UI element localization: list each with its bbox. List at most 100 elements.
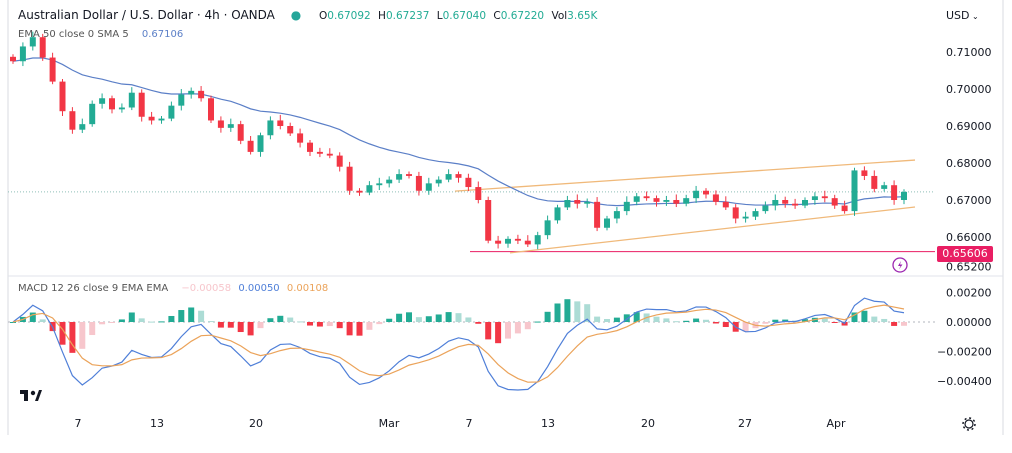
macd-signal-value: 0.00108 [286,283,329,294]
candle-body [554,207,561,221]
candle-body [584,201,591,204]
vol-value: 3.65K [567,10,598,22]
macd-histogram-bar [326,322,333,327]
currency-selector[interactable]: USD ⌄ [946,9,979,22]
candle-body [505,238,511,244]
candle-body [247,140,254,152]
macd-histogram-bar [316,322,323,327]
macd-histogram-bar [455,313,462,322]
macd-histogram-bar [178,310,185,322]
macd-histogram-bar [673,321,680,323]
macd-axis-label: −0.00400 [937,375,992,388]
macd-histogram-bar [287,317,294,322]
macd-histogram-bar [267,318,274,322]
candle-body [613,211,620,219]
candle-body [732,207,739,219]
macd-histogram-bar [623,314,630,322]
candle-body [435,179,442,184]
close-value: 0.67220 [500,10,545,22]
macd-histogram-bar [346,322,353,336]
candle-body [811,196,818,200]
macd-histogram-bar [435,314,442,322]
candle-body [841,205,848,212]
macd-histogram-bar [524,322,531,330]
signal-line [12,304,905,383]
candle-body [475,187,482,200]
macd-histogram-bar [851,312,858,322]
symbol-title[interactable]: Australian Dollar / U.S. Dollar · 4h · O… [18,8,275,22]
candle-body [851,170,858,212]
macd-legend[interactable]: MACD 12 26 close 9 EMA EMA −0.00058 0.00… [18,283,332,294]
candle-body [752,211,759,217]
candle-body [861,170,868,176]
symbol-legend: Australian Dollar / U.S. Dollar · 4h · O… [18,8,605,22]
tradingview-logo [20,390,42,401]
macd-histogram-bar [683,320,690,322]
candle-body [544,220,551,236]
candle-body [158,118,165,121]
macd-histogram-bar [425,316,432,322]
candle-body [871,175,878,189]
candle-body [683,198,690,204]
macd-histogram-bar [722,322,729,328]
macd-histogram-bar [356,322,363,336]
macd-histogram-bar [802,319,808,322]
lightning-icon[interactable] [892,257,908,273]
candle-body [237,124,244,141]
candle-body [10,56,16,62]
macd-histogram-bar [148,321,155,323]
candle-body [663,200,670,202]
candle-body [346,166,353,191]
candle-body [703,190,709,195]
candle-body [227,124,234,128]
channel-lower-line[interactable] [509,206,916,254]
macd-histogram-bar [564,299,571,322]
candle-body [376,183,383,186]
candle-body [257,135,264,152]
candle-body [673,200,680,204]
candle-body [366,185,373,193]
ema-legend[interactable]: EMA 50 close 0 SMA 5 0.67106 [18,29,187,40]
candle-body [712,194,719,202]
macd-histogram-bar [406,312,412,322]
close-label: C [493,10,501,22]
candle-body [267,120,274,136]
macd-histogram-bar [554,303,561,322]
candle-body [89,103,96,125]
macd-histogram-bar [415,317,422,322]
macd-histogram-bar [109,322,115,323]
candle-body [19,46,26,62]
channel-upper-line[interactable] [454,159,916,192]
candle-body [49,57,56,82]
macd-histogram-bar [891,322,898,326]
candle-body [465,177,472,188]
macd-histogram-bar [29,312,36,322]
time-axis-label: Mar [379,417,400,430]
candles [10,31,907,250]
candle-body [99,98,106,104]
macd-histogram-bar [465,317,472,322]
candle-body [445,174,452,180]
macd-pane [10,297,907,391]
candle-body [792,203,799,206]
settings-gear-icon[interactable] [962,417,976,431]
candle-body [79,124,86,130]
time-axis-label: Apr [826,417,846,430]
high-label: H [378,10,386,22]
price-axis-label: 0.66000 [946,231,992,244]
candle-body [901,191,907,200]
macd-histogram-bar [386,318,393,322]
macd-histogram-bar [277,315,284,322]
candle-body [138,92,145,117]
candle-body [287,126,294,134]
candle-body [198,90,205,99]
macd-histogram-bar [821,318,828,322]
macd-histogram-bar [59,322,66,345]
candle-body [495,240,502,244]
macd-axis-label: −0.00200 [937,346,992,359]
candle-body [39,37,46,58]
macd-histogram-bar [237,322,244,333]
macd-axis-label: 0.00200 [946,286,992,299]
macd-histogram-bar [613,317,620,322]
